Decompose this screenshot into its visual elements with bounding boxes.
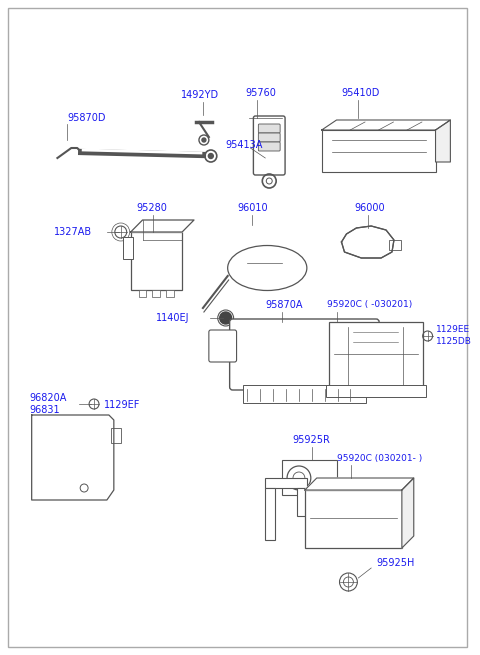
Bar — [131, 232, 182, 290]
Text: 1129EF: 1129EF — [104, 400, 140, 410]
Bar — [322, 130, 435, 172]
Text: 1492YD: 1492YD — [181, 90, 219, 100]
Polygon shape — [341, 226, 394, 258]
Polygon shape — [435, 120, 450, 162]
Bar — [166, 290, 174, 297]
Text: 1327AB: 1327AB — [54, 227, 93, 237]
Text: 1125DB: 1125DB — [435, 337, 471, 346]
Bar — [305, 490, 402, 548]
Bar — [139, 290, 146, 297]
Bar — [123, 237, 132, 259]
FancyBboxPatch shape — [209, 330, 237, 362]
Polygon shape — [305, 478, 414, 490]
Bar — [282, 460, 336, 495]
Bar — [297, 488, 307, 516]
FancyBboxPatch shape — [258, 133, 280, 142]
Text: 95870A: 95870A — [265, 300, 303, 310]
Text: 1140EJ: 1140EJ — [156, 313, 190, 323]
FancyBboxPatch shape — [372, 330, 400, 362]
Text: 96010: 96010 — [238, 203, 268, 213]
Text: 95413A: 95413A — [226, 140, 263, 150]
Text: 95870D: 95870D — [67, 113, 106, 123]
Bar — [111, 428, 121, 443]
Bar — [329, 322, 423, 390]
Bar — [265, 478, 307, 488]
Polygon shape — [131, 220, 194, 232]
Circle shape — [220, 312, 232, 324]
FancyBboxPatch shape — [258, 124, 280, 133]
Text: 1129EE: 1129EE — [435, 326, 469, 335]
FancyBboxPatch shape — [242, 385, 366, 403]
FancyBboxPatch shape — [253, 116, 285, 175]
Polygon shape — [402, 478, 414, 548]
FancyBboxPatch shape — [258, 142, 280, 151]
Bar — [233, 322, 376, 387]
Bar — [325, 385, 426, 397]
Text: 95410D: 95410D — [341, 88, 380, 98]
Text: 95920C ( -030201): 95920C ( -030201) — [327, 301, 412, 310]
FancyBboxPatch shape — [229, 319, 379, 390]
Text: 95920C (030201- ): 95920C (030201- ) — [336, 453, 422, 462]
Text: 95280: 95280 — [137, 203, 168, 213]
Polygon shape — [322, 120, 450, 130]
Text: 95925R: 95925R — [292, 435, 330, 445]
Text: 96000: 96000 — [354, 203, 385, 213]
Text: 96820A: 96820A — [30, 393, 67, 403]
Bar — [153, 290, 160, 297]
Text: 96831: 96831 — [30, 405, 60, 415]
Text: 95925H: 95925H — [376, 558, 415, 568]
Circle shape — [202, 138, 206, 142]
Bar — [265, 488, 275, 540]
Polygon shape — [32, 415, 114, 500]
Text: 95760: 95760 — [245, 88, 276, 98]
Circle shape — [208, 153, 213, 159]
Bar — [389, 240, 401, 250]
